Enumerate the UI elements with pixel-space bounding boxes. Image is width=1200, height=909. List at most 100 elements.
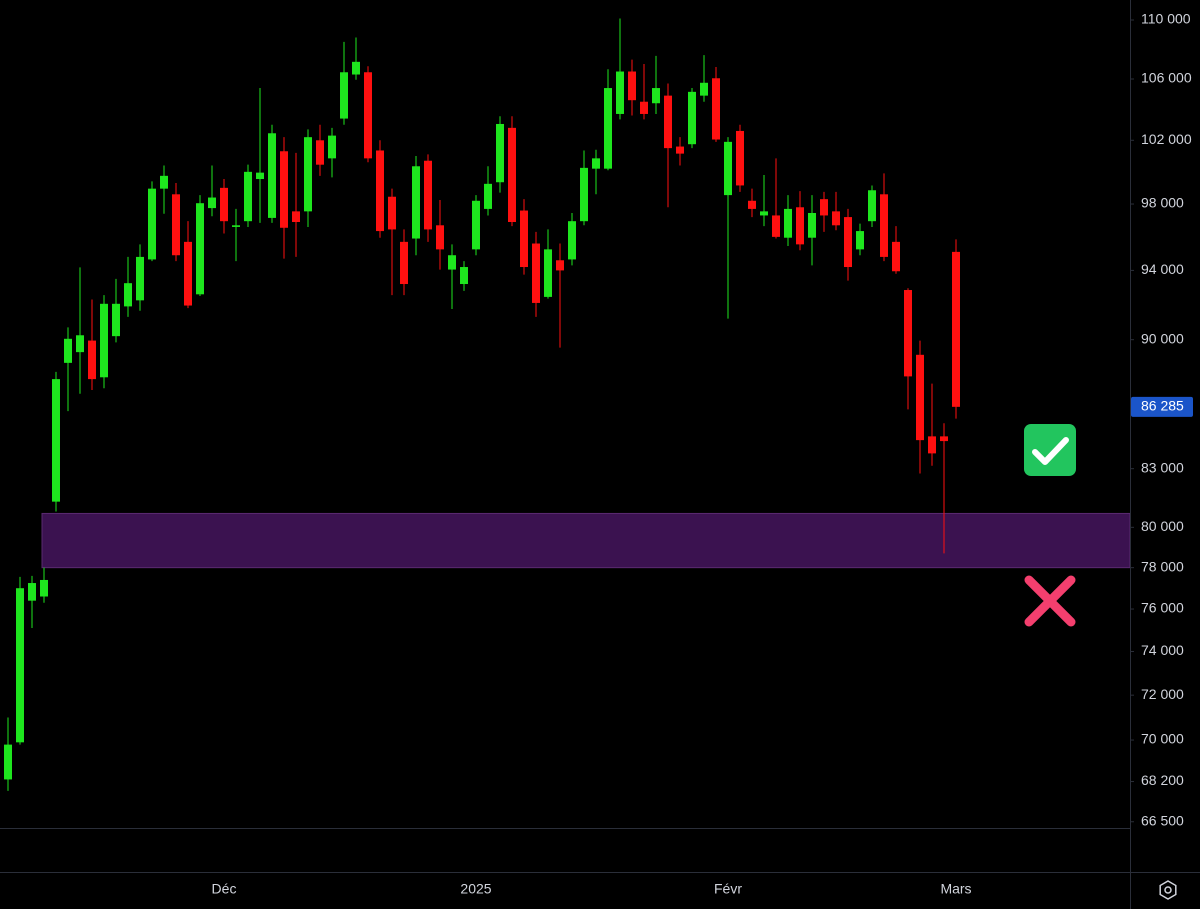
cross-stroke bbox=[1024, 575, 1076, 627]
candle-body bbox=[832, 211, 840, 226]
cross-icon bbox=[1024, 575, 1076, 627]
check-icon bbox=[1024, 424, 1076, 476]
y-tick-label: 76 000 bbox=[1141, 600, 1184, 616]
candle-body bbox=[712, 78, 720, 140]
candle-body bbox=[340, 72, 348, 119]
y-tick-label: 98 000 bbox=[1141, 195, 1184, 211]
candle-body bbox=[892, 241, 900, 272]
candle-body bbox=[328, 135, 336, 159]
candle-body bbox=[28, 583, 36, 601]
candle-body bbox=[364, 72, 372, 159]
candle-body bbox=[424, 160, 432, 230]
candle-body bbox=[880, 194, 888, 257]
y-tick-label: 102 000 bbox=[1141, 131, 1192, 147]
y-tick-label: 83 000 bbox=[1141, 459, 1184, 475]
candle-body bbox=[256, 172, 264, 180]
candle-body bbox=[568, 221, 576, 260]
gear-outline[interactable] bbox=[1159, 880, 1177, 900]
candle-body bbox=[64, 338, 72, 363]
candle-body bbox=[208, 197, 216, 209]
y-tick-label: 80 000 bbox=[1141, 518, 1184, 534]
candle-body bbox=[40, 579, 48, 597]
candle-body bbox=[928, 436, 936, 454]
candle-body bbox=[700, 82, 708, 96]
candle-body bbox=[460, 267, 468, 285]
candle-body bbox=[76, 335, 84, 353]
candle-body bbox=[196, 203, 204, 295]
candle-body bbox=[352, 61, 360, 75]
y-tick-label: 90 000 bbox=[1141, 330, 1184, 346]
candle-body bbox=[172, 194, 180, 256]
last-price-box bbox=[1131, 396, 1193, 417]
candle-body bbox=[16, 588, 24, 743]
candle-body bbox=[868, 190, 876, 222]
candle-body bbox=[316, 140, 324, 165]
candle-body bbox=[760, 211, 768, 216]
y-tick-label: 70 000 bbox=[1141, 731, 1184, 747]
candle-body bbox=[220, 187, 228, 222]
settings-icon[interactable] bbox=[1159, 880, 1177, 900]
candle-body bbox=[412, 166, 420, 239]
y-tick-label: 72 000 bbox=[1141, 686, 1184, 702]
x-tick-label: 2025 bbox=[460, 881, 491, 897]
candle-body bbox=[652, 88, 660, 104]
candle-body bbox=[688, 91, 696, 145]
candle-body bbox=[844, 217, 852, 268]
y-tick-label: 68 200 bbox=[1141, 772, 1184, 788]
candle-body bbox=[676, 146, 684, 154]
candle-body bbox=[52, 379, 60, 502]
y-tick-label: 106 000 bbox=[1141, 70, 1192, 86]
x-tick-label: Déc bbox=[212, 881, 237, 897]
candle-body bbox=[388, 196, 396, 230]
candle-body bbox=[292, 211, 300, 223]
candle-body bbox=[280, 151, 288, 228]
candle-body bbox=[304, 137, 312, 212]
candle-body bbox=[808, 212, 816, 238]
candle-body bbox=[232, 225, 240, 227]
candle-body bbox=[796, 207, 804, 245]
candle-body bbox=[124, 283, 132, 307]
candle-body bbox=[592, 158, 600, 169]
candle-body bbox=[100, 303, 108, 378]
y-tick-label: 94 000 bbox=[1141, 261, 1184, 277]
check-box bbox=[1024, 424, 1076, 476]
candle-body bbox=[508, 127, 516, 223]
candle-body bbox=[820, 199, 828, 216]
candle-body bbox=[604, 88, 612, 169]
last-price-label: 86 285 bbox=[1141, 398, 1184, 414]
candle-body bbox=[496, 123, 504, 183]
candle-body bbox=[904, 290, 912, 377]
candle-body bbox=[376, 150, 384, 232]
candle-body bbox=[544, 249, 552, 297]
candle-body bbox=[160, 175, 168, 189]
candle-body bbox=[748, 200, 756, 209]
y-tick-label: 78 000 bbox=[1141, 558, 1184, 574]
candle-body bbox=[244, 171, 252, 222]
x-tick-label: Mars bbox=[940, 881, 971, 897]
y-tick-label: 110 000 bbox=[1141, 11, 1191, 27]
candle-body bbox=[184, 241, 192, 306]
gear-center[interactable] bbox=[1164, 886, 1172, 894]
candle-body bbox=[856, 231, 864, 250]
candle-body bbox=[136, 256, 144, 301]
candle-body bbox=[148, 188, 156, 260]
candle-body bbox=[628, 71, 636, 101]
candle-body bbox=[916, 354, 924, 441]
candle-body bbox=[772, 215, 780, 237]
candle-body bbox=[556, 260, 564, 271]
candle-body bbox=[448, 255, 456, 270]
candle-body bbox=[268, 133, 276, 218]
check-mark bbox=[1032, 437, 1069, 465]
candle-body bbox=[4, 744, 12, 780]
plot bbox=[4, 18, 1131, 791]
x-tick-label: Févr bbox=[714, 881, 742, 897]
candle-body bbox=[940, 436, 948, 442]
candle-body bbox=[736, 130, 744, 186]
candle-body bbox=[112, 303, 120, 337]
candle-body bbox=[484, 183, 492, 209]
candle-body bbox=[436, 225, 444, 250]
candle-body bbox=[472, 200, 480, 250]
